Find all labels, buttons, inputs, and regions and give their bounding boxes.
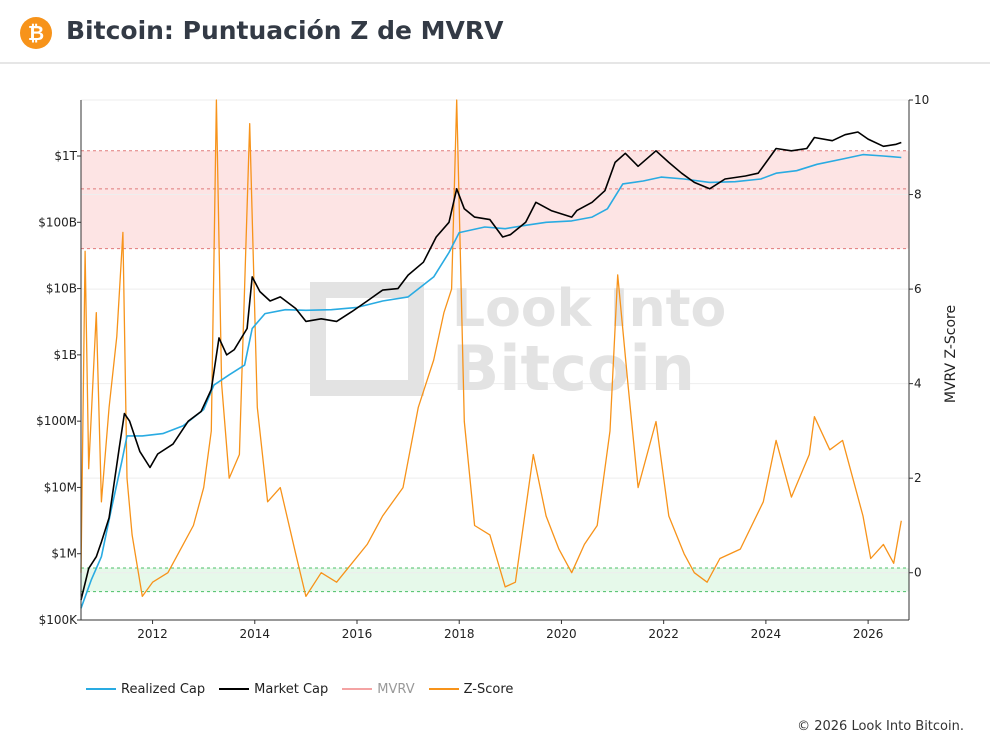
left-tick-label: $1T xyxy=(54,149,77,163)
right-tick-label: 8 xyxy=(914,188,922,202)
legend-swatch xyxy=(219,688,250,690)
right-axis-ticks: 10 8 6 4 2 0 xyxy=(909,93,929,580)
legend-item-z-score[interactable]: Z-Score xyxy=(428,681,514,697)
left-tick-label: $100B xyxy=(38,215,77,229)
svg-text:₿: ₿ xyxy=(28,21,44,45)
x-tick-label: 2018 xyxy=(444,627,475,641)
mvrv-zscore-chart: Look Into Bitcoin $1T$100B$10B$1B$100M$1… xyxy=(36,93,959,641)
overvalued-band xyxy=(81,150,909,249)
legend-label: Market Cap xyxy=(254,681,329,697)
left-tick-label: $1M xyxy=(51,547,77,561)
bitcoin-logo-icon: ₿ xyxy=(20,17,52,49)
right-tick-label: 4 xyxy=(914,377,922,391)
legend-label: MVRV xyxy=(377,681,415,697)
header: ₿ Bitcoin: Puntuación Z de MVRV xyxy=(0,0,990,64)
x-tick-label: 2024 xyxy=(751,627,782,641)
legend-swatch xyxy=(342,688,373,690)
left-tick-label: $10B xyxy=(46,282,77,296)
z-score-line xyxy=(80,99,902,598)
right-axis-label: MVRV Z-Score xyxy=(943,305,959,403)
left-tick-label: $100K xyxy=(39,613,79,627)
legend-item-realized-cap[interactable]: Realized Cap xyxy=(86,682,205,697)
x-tick-label: 2016 xyxy=(342,627,373,641)
x-axis-ticks: 2012 2014 2016 2018 2020 2022 2024 2026 xyxy=(137,620,883,641)
legend-item-mvrv[interactable]: MVRV xyxy=(342,681,415,697)
watermark-text-line1: Look Into xyxy=(452,279,726,339)
realized-cap-line xyxy=(80,153,902,609)
x-tick-label: 2012 xyxy=(137,627,168,641)
gridlines-layer xyxy=(81,99,909,574)
x-tick-label: 2014 xyxy=(240,627,271,641)
right-tick-label: 10 xyxy=(914,93,929,107)
right-tick-label: 6 xyxy=(914,282,922,296)
x-tick-label: 2026 xyxy=(853,627,884,641)
copyright-credit: © 2026 Look Into Bitcoin. xyxy=(797,719,964,734)
x-tick-label: 2020 xyxy=(546,627,577,641)
left-tick-label: $10M xyxy=(44,480,77,494)
watermark: Look Into Bitcoin xyxy=(310,279,726,405)
chart-legend: Realized Cap Market Cap MVRV Z-Score xyxy=(86,679,527,699)
x-tick-label: 2022 xyxy=(648,627,679,641)
legend-label: Realized Cap xyxy=(121,681,206,697)
right-tick-label: 2 xyxy=(914,471,922,485)
legend-label: Z-Score xyxy=(463,681,514,697)
market-cap-line xyxy=(80,131,902,601)
left-tick-label: $100M xyxy=(36,414,77,428)
legend-item-market-cap[interactable]: Market Cap xyxy=(219,682,328,697)
left-tick-label: $1B xyxy=(53,348,77,362)
legend-swatch xyxy=(86,688,116,690)
page-title: Bitcoin: Puntuación Z de MVRV xyxy=(66,16,504,45)
undervalued-band xyxy=(81,568,909,592)
watermark-logo-icon xyxy=(310,282,424,396)
legend-swatch xyxy=(428,688,459,690)
watermark-text-line2: Bitcoin xyxy=(452,332,695,405)
left-axis-ticks: $1T $100B $10B $1B $100M $10M $1M $100K xyxy=(36,149,81,627)
series-layer xyxy=(80,99,902,609)
right-tick-label: 0 xyxy=(914,566,922,580)
